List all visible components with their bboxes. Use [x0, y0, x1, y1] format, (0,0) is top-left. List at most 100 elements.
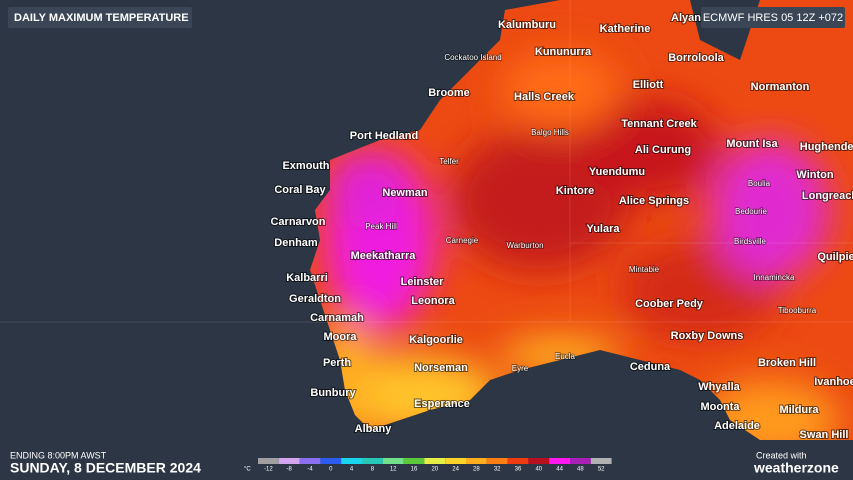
- place-label: Albany: [355, 423, 393, 435]
- place-label: Halls Creek: [514, 91, 575, 103]
- place-label: Leinster: [401, 276, 445, 288]
- legend-tick-label: 12: [390, 467, 397, 473]
- place-label: Leonora: [411, 295, 455, 307]
- legend-swatch: [590, 458, 612, 464]
- place-labels: Kalumburu Katherine Alyan Kununurra Borroloo…: [269, 11, 853, 442]
- place-label: Hughenden: [800, 141, 853, 153]
- place-label: Exmouth: [282, 160, 329, 172]
- place-label: Boulia: [748, 179, 771, 188]
- place-label: Broome: [428, 87, 470, 99]
- place-label: Moonta: [700, 401, 740, 413]
- place-label: Kununurra: [535, 46, 592, 58]
- place-label: Katherine: [600, 23, 651, 35]
- legend-swatch: [445, 458, 466, 464]
- place-label: Carnegie: [446, 236, 479, 245]
- place-label: Tennant Creek: [621, 118, 697, 130]
- legend-swatch: [258, 458, 279, 464]
- legend-swatch: [341, 458, 362, 464]
- place-label: Kalbarri: [286, 272, 328, 284]
- model-label: ECMWF HRES 05 12Z +072: [703, 12, 843, 24]
- legend-tick-label: 36: [515, 467, 522, 473]
- legend-tick-label: -8: [287, 467, 293, 473]
- ending-time: ENDING 8:00PM AWST: [10, 450, 107, 460]
- place-label: Esperance: [414, 398, 470, 410]
- legend-swatch: [549, 458, 570, 464]
- legend-swatch: [424, 458, 446, 464]
- legend: -12 -8 -4 0 4 8 12 16 20 24 28 32 36 40 44 48 52: [258, 458, 612, 473]
- place-label: Adelaide: [714, 420, 760, 432]
- place-label: Ivanhoe: [814, 376, 853, 388]
- place-label: Quilpie: [817, 251, 853, 263]
- place-label: Elliott: [633, 79, 664, 91]
- place-label: Longreach: [802, 190, 853, 202]
- place-label: Telfer: [439, 157, 459, 166]
- legend-tick-label: 8: [371, 467, 375, 473]
- place-label: Meekatharra: [351, 250, 417, 262]
- place-label: Carnamah: [310, 312, 364, 324]
- place-label: Newman: [382, 187, 428, 199]
- legend-tick-label: 40: [535, 467, 542, 473]
- place-label: Geraldton: [289, 293, 341, 305]
- graticule: [0, 0, 853, 323]
- legend-swatch: [403, 458, 425, 464]
- place-label: Ceduna: [630, 361, 671, 373]
- place-label: Alice Springs: [619, 195, 689, 207]
- place-label: Moora: [324, 331, 358, 343]
- place-label: Whyalla: [698, 381, 740, 393]
- place-label: Warburton: [506, 241, 543, 250]
- legend-tick-label: 0: [329, 467, 333, 473]
- place-label: Port Hedland: [350, 130, 418, 142]
- place-label: Borroloola: [668, 52, 724, 64]
- place-label: Normanton: [751, 81, 810, 93]
- place-label: Innamincka: [754, 273, 795, 282]
- legend-tick-label: -12: [264, 467, 273, 473]
- legend-swatch: [466, 458, 487, 464]
- legend-swatch: [299, 458, 321, 464]
- place-label: Cockatoo Island: [444, 53, 501, 62]
- legend-tick-label: 28: [473, 467, 480, 473]
- title-box: [8, 7, 192, 28]
- legend-tick-label: 32: [494, 467, 501, 473]
- legend-tick-label: 16: [411, 467, 418, 473]
- legend-swatch: [486, 458, 508, 464]
- legend-swatch: [362, 458, 383, 464]
- place-label: Kalumburu: [498, 19, 556, 31]
- place-label: Coral Bay: [274, 184, 326, 196]
- place-label: Swan Hill: [800, 429, 849, 441]
- model-box: [701, 7, 845, 28]
- legend-swatch: [528, 458, 550, 464]
- place-label: Norseman: [414, 362, 468, 374]
- place-label: Broken Hill: [758, 357, 816, 369]
- place-label: Kintore: [556, 185, 595, 197]
- place-label: Mildura: [779, 404, 819, 416]
- place-label: Bunbury: [310, 387, 356, 399]
- place-label: Coober Pedy: [635, 298, 704, 310]
- legend-swatch: [320, 458, 342, 464]
- place-label: Ali Curung: [635, 144, 691, 156]
- legend-tick-label: 4: [350, 467, 354, 473]
- place-label: Alyan: [671, 12, 701, 24]
- legend-swatch: [507, 458, 529, 464]
- place-label: Eyre: [512, 364, 529, 373]
- legend-tick-label: 44: [556, 467, 563, 473]
- created-with: Created with: [756, 450, 807, 460]
- place-label: Carnarvon: [270, 216, 325, 228]
- place-label: Mintabie: [629, 265, 660, 274]
- legend-tick-label: -4: [307, 467, 313, 473]
- legend-tick-label: 48: [577, 467, 584, 473]
- brand: weatherzone: [753, 460, 839, 476]
- legend-swatch: [382, 458, 404, 464]
- legend-swatch: [570, 458, 591, 464]
- legend-tick-label: 20: [431, 467, 438, 473]
- place-label: Yuendumu: [589, 166, 645, 178]
- legend-tick-label: 24: [452, 467, 459, 473]
- place-label: Perth: [323, 357, 351, 369]
- place-label: Kalgoorlie: [409, 334, 463, 346]
- place-label: Winton: [796, 169, 833, 181]
- legend-unit: °C: [244, 467, 251, 473]
- place-label: Eucla: [555, 352, 576, 361]
- map-title: DAILY MAXIMUM TEMPERATURE: [14, 12, 189, 24]
- place-label: Denham: [274, 237, 318, 249]
- legend-swatch: [278, 458, 300, 464]
